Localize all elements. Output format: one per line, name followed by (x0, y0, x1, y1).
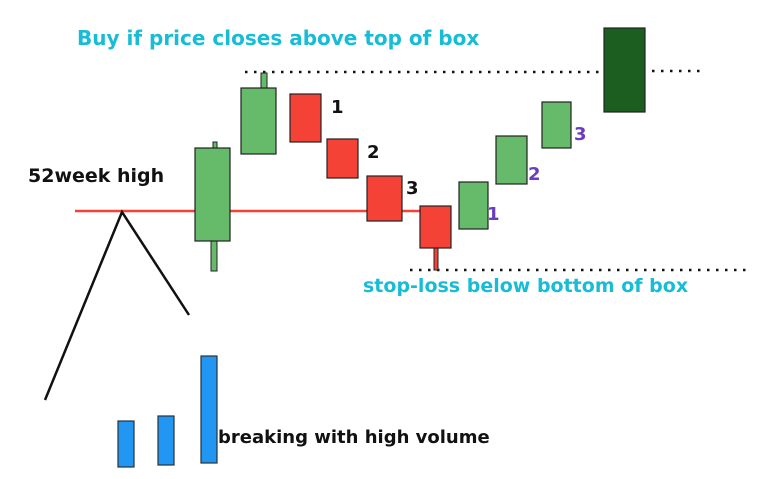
volume-bar-1 (117, 420, 135, 468)
advance-count-2: 2 (528, 164, 541, 185)
candle-wick (260, 72, 268, 89)
candle-wick (210, 240, 218, 272)
52week-high-label: 52week high (28, 165, 164, 187)
pullback-candle-2 (326, 138, 359, 179)
buy-signal-candle (603, 27, 646, 113)
breakout-candle-1 (194, 141, 231, 272)
pullback-count-3: 3 (406, 178, 419, 199)
volume-bar-3-high (200, 355, 218, 464)
advance-count-1: 1 (487, 204, 500, 225)
pullback-candle-4 (419, 205, 452, 271)
advance-count-3: 3 (574, 124, 587, 145)
advance-candle-2 (495, 135, 528, 185)
candle-body (240, 87, 277, 155)
candle-body (194, 147, 231, 242)
volume-label: breaking with high volume (218, 427, 490, 448)
volume-bar-2 (157, 415, 175, 466)
candle-wick (433, 245, 439, 271)
buy-rule-text: Buy if price closes above top of box (77, 26, 479, 50)
pullback-count-1: 1 (331, 97, 344, 118)
breakout-candle-2 (240, 72, 277, 155)
pullback-count-2: 2 (367, 142, 380, 163)
stop-loss-text: stop-loss below bottom of box (363, 275, 688, 297)
pullback-candle-1 (289, 93, 322, 143)
candle-body (419, 205, 452, 249)
advance-candle-1 (458, 181, 489, 230)
prior-price-peak-line (43, 209, 191, 401)
advance-candle-3 (541, 101, 572, 149)
pullback-candle-3 (366, 175, 403, 222)
